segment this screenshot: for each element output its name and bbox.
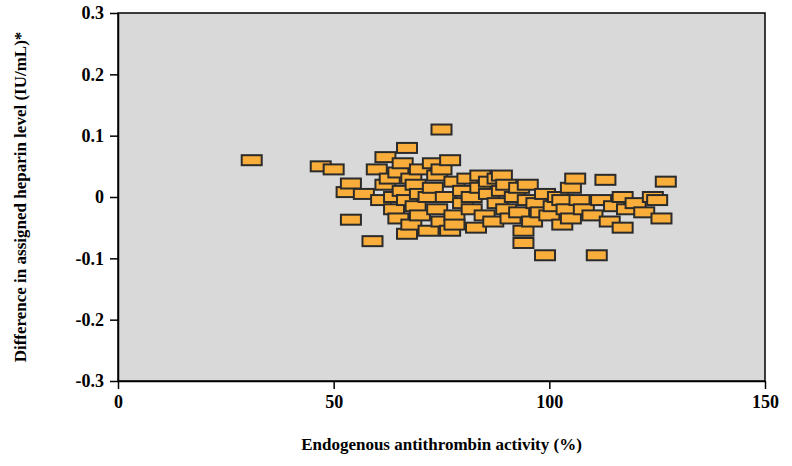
point [565, 174, 585, 184]
y-tick-mark [110, 258, 118, 260]
plot-background [118, 13, 765, 381]
x-axis: 0 50 100 150 [114, 381, 779, 412]
y-tick: 0.3 [82, 3, 119, 23]
x-axis-line [119, 381, 766, 383]
point [535, 250, 555, 260]
x-tick-label: 0 [114, 392, 123, 412]
point [647, 195, 667, 205]
x-axis-title: Endogenous antithrombin activity (%) [301, 435, 582, 454]
point [595, 175, 615, 185]
y-axis: -0.3 -0.2 -0.1 0 0.1 0.2 0.3 [76, 3, 119, 391]
x-tick: 0 [114, 381, 123, 412]
y-tick-label: 0 [95, 187, 104, 207]
x-tick-label: 100 [536, 392, 563, 412]
y-tick-label: -0.3 [76, 371, 105, 391]
x-tick: 150 [752, 381, 779, 412]
y-tick: 0 [95, 187, 118, 207]
point [444, 220, 464, 230]
point [432, 125, 452, 135]
point [341, 179, 361, 189]
point [651, 213, 671, 223]
y-tick: -0.2 [76, 310, 119, 330]
plot-frame [118, 13, 765, 381]
point [613, 223, 633, 233]
y-tick-label: -0.2 [76, 310, 105, 330]
chart: 0 50 100 150 -0.3 -0.2 -0.1 0 0.1 0.2 0.3 Endogenou… [0, 0, 792, 466]
point [440, 155, 460, 165]
plot: 0 50 100 150 -0.3 -0.2 -0.1 0 0.1 0.2 0.3 [76, 3, 780, 412]
point [513, 238, 533, 248]
y-tick-mark [110, 319, 118, 321]
points [242, 125, 676, 261]
y-tick-label: 0.2 [82, 65, 105, 85]
point [656, 177, 676, 187]
x-tick-label: 150 [752, 392, 779, 412]
y-tick-label: 0.3 [82, 3, 105, 23]
point [587, 250, 607, 260]
x-tick-label: 50 [325, 392, 343, 412]
y-tick-mark [110, 13, 118, 15]
y-tick-mark [110, 135, 118, 137]
y-tick-label: -0.1 [76, 249, 105, 269]
point [242, 155, 262, 165]
x-tick-mark [333, 381, 335, 389]
point [397, 143, 417, 153]
y-tick: 0.1 [82, 126, 119, 146]
point [324, 164, 344, 174]
y-tick-label: 0.1 [82, 126, 105, 146]
point [362, 236, 382, 246]
y-tick-mark [110, 197, 118, 199]
y-tick: -0.3 [76, 371, 119, 391]
point [341, 215, 361, 225]
y-axis-title: Difference in assigned heparin level (IU… [11, 32, 30, 363]
x-tick-mark [765, 381, 767, 389]
y-tick-mark [110, 74, 118, 76]
y-tick: -0.1 [76, 249, 119, 269]
y-tick-mark [110, 381, 118, 383]
x-tick: 50 [325, 381, 343, 412]
x-tick-mark [549, 381, 551, 389]
x-tick: 100 [536, 381, 563, 412]
y-tick: 0.2 [82, 65, 119, 85]
